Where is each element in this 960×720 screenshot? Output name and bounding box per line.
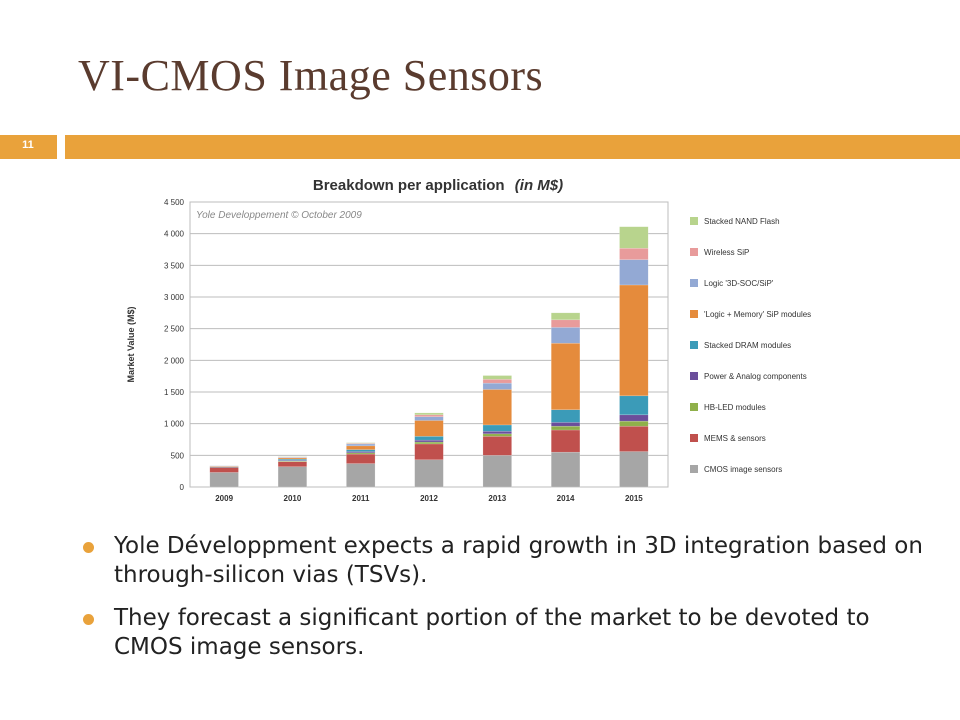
bar-segment (619, 420, 649, 427)
y-tick-label: 3 000 (164, 293, 185, 302)
bullet-dot-icon (83, 542, 94, 553)
bar-segment (346, 463, 376, 488)
bar-segment (482, 424, 512, 432)
y-tick-label: 1 500 (164, 388, 185, 397)
x-tick-label: 2009 (215, 494, 233, 503)
legend-swatch (690, 248, 698, 256)
bullet-list: Yole Développment expects a rapid growth… (78, 532, 938, 676)
y-tick-label: 500 (171, 451, 185, 460)
y-tick-label: 2 000 (164, 356, 185, 365)
bar-segment (346, 442, 376, 444)
legend-label: CMOS image sensors (704, 465, 782, 474)
bar-segment (482, 455, 512, 488)
chart-title-main: Breakdown per application (313, 177, 505, 194)
bar-segment (482, 379, 512, 384)
bar-segment (482, 436, 512, 456)
legend-label: Stacked NAND Flash (704, 217, 780, 226)
bullet-item: They forecast a significant portion of t… (78, 604, 938, 662)
x-tick-label: 2010 (284, 494, 302, 503)
bar-segment (550, 422, 581, 427)
bar-segment (619, 414, 649, 422)
legend-swatch (690, 217, 698, 225)
bar-segment (277, 461, 308, 467)
bullet-item: Yole Développment expects a rapid growth… (78, 532, 938, 590)
chart-title-suffix: (in M$) (515, 177, 563, 194)
bar-segment (619, 425, 649, 452)
slide-title: VI-CMOS Image Sensors (78, 51, 544, 100)
bar-segment (482, 375, 512, 380)
legend-label: Power & Analog components (704, 372, 807, 381)
bar-segment (346, 443, 376, 447)
x-tick-label: 2011 (352, 494, 370, 503)
bar-segment (619, 451, 649, 488)
watermark: Yole Developpement © October 2009 (196, 210, 362, 221)
bar-segment (550, 451, 581, 488)
bar-segment (550, 342, 581, 410)
bar-segment (619, 395, 649, 416)
bar-segment (209, 467, 239, 473)
bar-segment (209, 472, 239, 488)
bar-segment (550, 425, 581, 431)
y-tick-label: 2 500 (164, 325, 185, 334)
bar-segment (550, 312, 581, 321)
y-tick-label: 4 000 (164, 230, 185, 239)
bar-segment (414, 416, 444, 421)
bar-segment (414, 439, 444, 443)
legend-swatch (690, 465, 698, 473)
header-accent-bar (65, 135, 960, 159)
slide-number-box (0, 135, 57, 159)
bar-segment (482, 389, 512, 426)
bullet-text: Yole Développment expects a rapid growth… (114, 533, 923, 588)
legend-swatch (690, 279, 698, 287)
bullet-text: They forecast a significant portion of t… (114, 605, 870, 660)
bar-segment (346, 445, 376, 450)
bar-segment (414, 436, 444, 441)
legend-swatch (690, 434, 698, 442)
chart-title: Breakdown per application (in M$) (313, 177, 563, 194)
bar-segment (414, 441, 444, 445)
legend-swatch (690, 372, 698, 380)
x-tick-label: 2015 (625, 494, 643, 503)
bar-segment (346, 453, 376, 464)
slide-number: 11 (22, 139, 34, 151)
legend-label: Wireless SiP (704, 248, 749, 257)
bar-segment (619, 284, 649, 397)
bar-segment (550, 327, 581, 344)
legend-label: HB-LED modules (704, 403, 766, 412)
legend-swatch (690, 310, 698, 318)
x-tick-label: 2012 (420, 494, 438, 503)
x-tick-label: 2014 (557, 494, 575, 503)
legend-label: Logic '3D-SOC/SiP' (704, 279, 774, 288)
bar-segment (619, 226, 649, 249)
bar-segment (346, 449, 376, 452)
legend-swatch (690, 341, 698, 349)
bar-segment (277, 466, 308, 488)
y-tick-label: 1 000 (164, 420, 185, 429)
bar-segment (482, 382, 512, 390)
bar-segment (414, 420, 444, 437)
y-tick-label: 0 (180, 483, 185, 492)
bar-segment (619, 259, 649, 286)
y-tick-label: 3 500 (164, 261, 185, 270)
bar-segment (550, 409, 581, 423)
bar-segment (550, 429, 581, 453)
bar-segment (414, 443, 444, 461)
y-axis-label: Market Value (M$) (126, 306, 136, 382)
legend-label: MEMS & sensors (704, 434, 766, 443)
bullet-dot-icon (83, 614, 94, 625)
chart-container: Breakdown per application (in M$) 0 500 1 … (118, 165, 838, 510)
bar-segment (414, 414, 444, 417)
x-tick-label: 2013 (488, 494, 506, 503)
bar-segment (550, 319, 581, 328)
legend-swatch (690, 403, 698, 411)
bar-segment (482, 433, 512, 437)
bar-segment (619, 247, 649, 260)
legend-label: Stacked DRAM modules (704, 341, 791, 350)
stacked-bar-chart: Breakdown per application (in M$) 0 500 1 … (118, 165, 838, 510)
bar-segment (414, 412, 444, 416)
bar-segment (414, 459, 444, 488)
legend-label: 'Logic + Memory' SiP modules (704, 310, 811, 319)
bar-segment (482, 431, 512, 435)
y-tick-label: 4 500 (164, 198, 185, 207)
